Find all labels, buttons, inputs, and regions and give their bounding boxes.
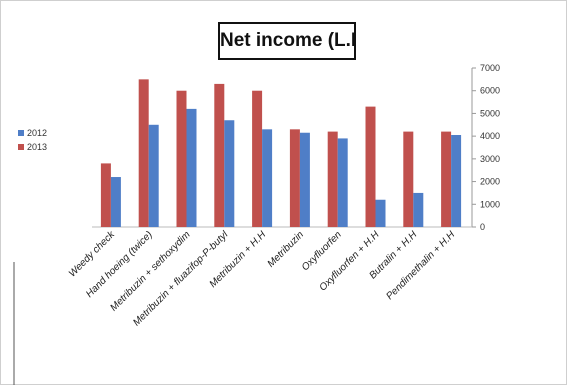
- bar-2012: [110, 177, 121, 227]
- bar-2012: [451, 135, 462, 227]
- legend-item-2013: 2013: [18, 140, 47, 154]
- bar-2012: [262, 129, 273, 227]
- y-tick-label: 5000: [480, 108, 500, 118]
- chart-title: Net income (L.E: [220, 30, 354, 51]
- legend: 2012 2013: [18, 126, 47, 154]
- bar-2013: [214, 83, 225, 228]
- legend-label-2013: 2013: [27, 142, 48, 152]
- bar-2013: [176, 90, 187, 227]
- bar-2013: [252, 90, 263, 227]
- bar-2013: [327, 131, 338, 227]
- bar-2012: [224, 120, 235, 227]
- y-tick-label: 6000: [480, 86, 500, 96]
- legend-label-2012: 2012: [27, 128, 48, 138]
- bar-2012: [148, 124, 159, 227]
- y-tick-label: 3000: [480, 154, 500, 164]
- bar-2012: [299, 132, 310, 227]
- legend-swatch-2012: [18, 130, 24, 136]
- y-tick-label: 2000: [480, 177, 500, 187]
- bar-2012: [337, 138, 348, 227]
- bar-2013: [100, 163, 111, 227]
- bar-2012: [186, 108, 197, 227]
- y-tick-label: 1000: [480, 199, 500, 209]
- bar-2013: [403, 131, 414, 227]
- y-tick-label: 7000: [480, 63, 500, 73]
- bar-2013: [289, 129, 300, 227]
- bar-2012: [413, 192, 424, 227]
- legend-item-2012: 2012: [18, 126, 47, 140]
- y-tick-label: 4000: [480, 131, 500, 141]
- bar-2013: [138, 79, 149, 227]
- bar-2012: [375, 199, 386, 227]
- y-tick-label: 0: [480, 222, 485, 232]
- bar-2013: [365, 106, 376, 227]
- legend-swatch-2013: [18, 144, 24, 150]
- bar-2013: [441, 131, 452, 227]
- chart-title-box: Net income (L.E: [218, 22, 356, 60]
